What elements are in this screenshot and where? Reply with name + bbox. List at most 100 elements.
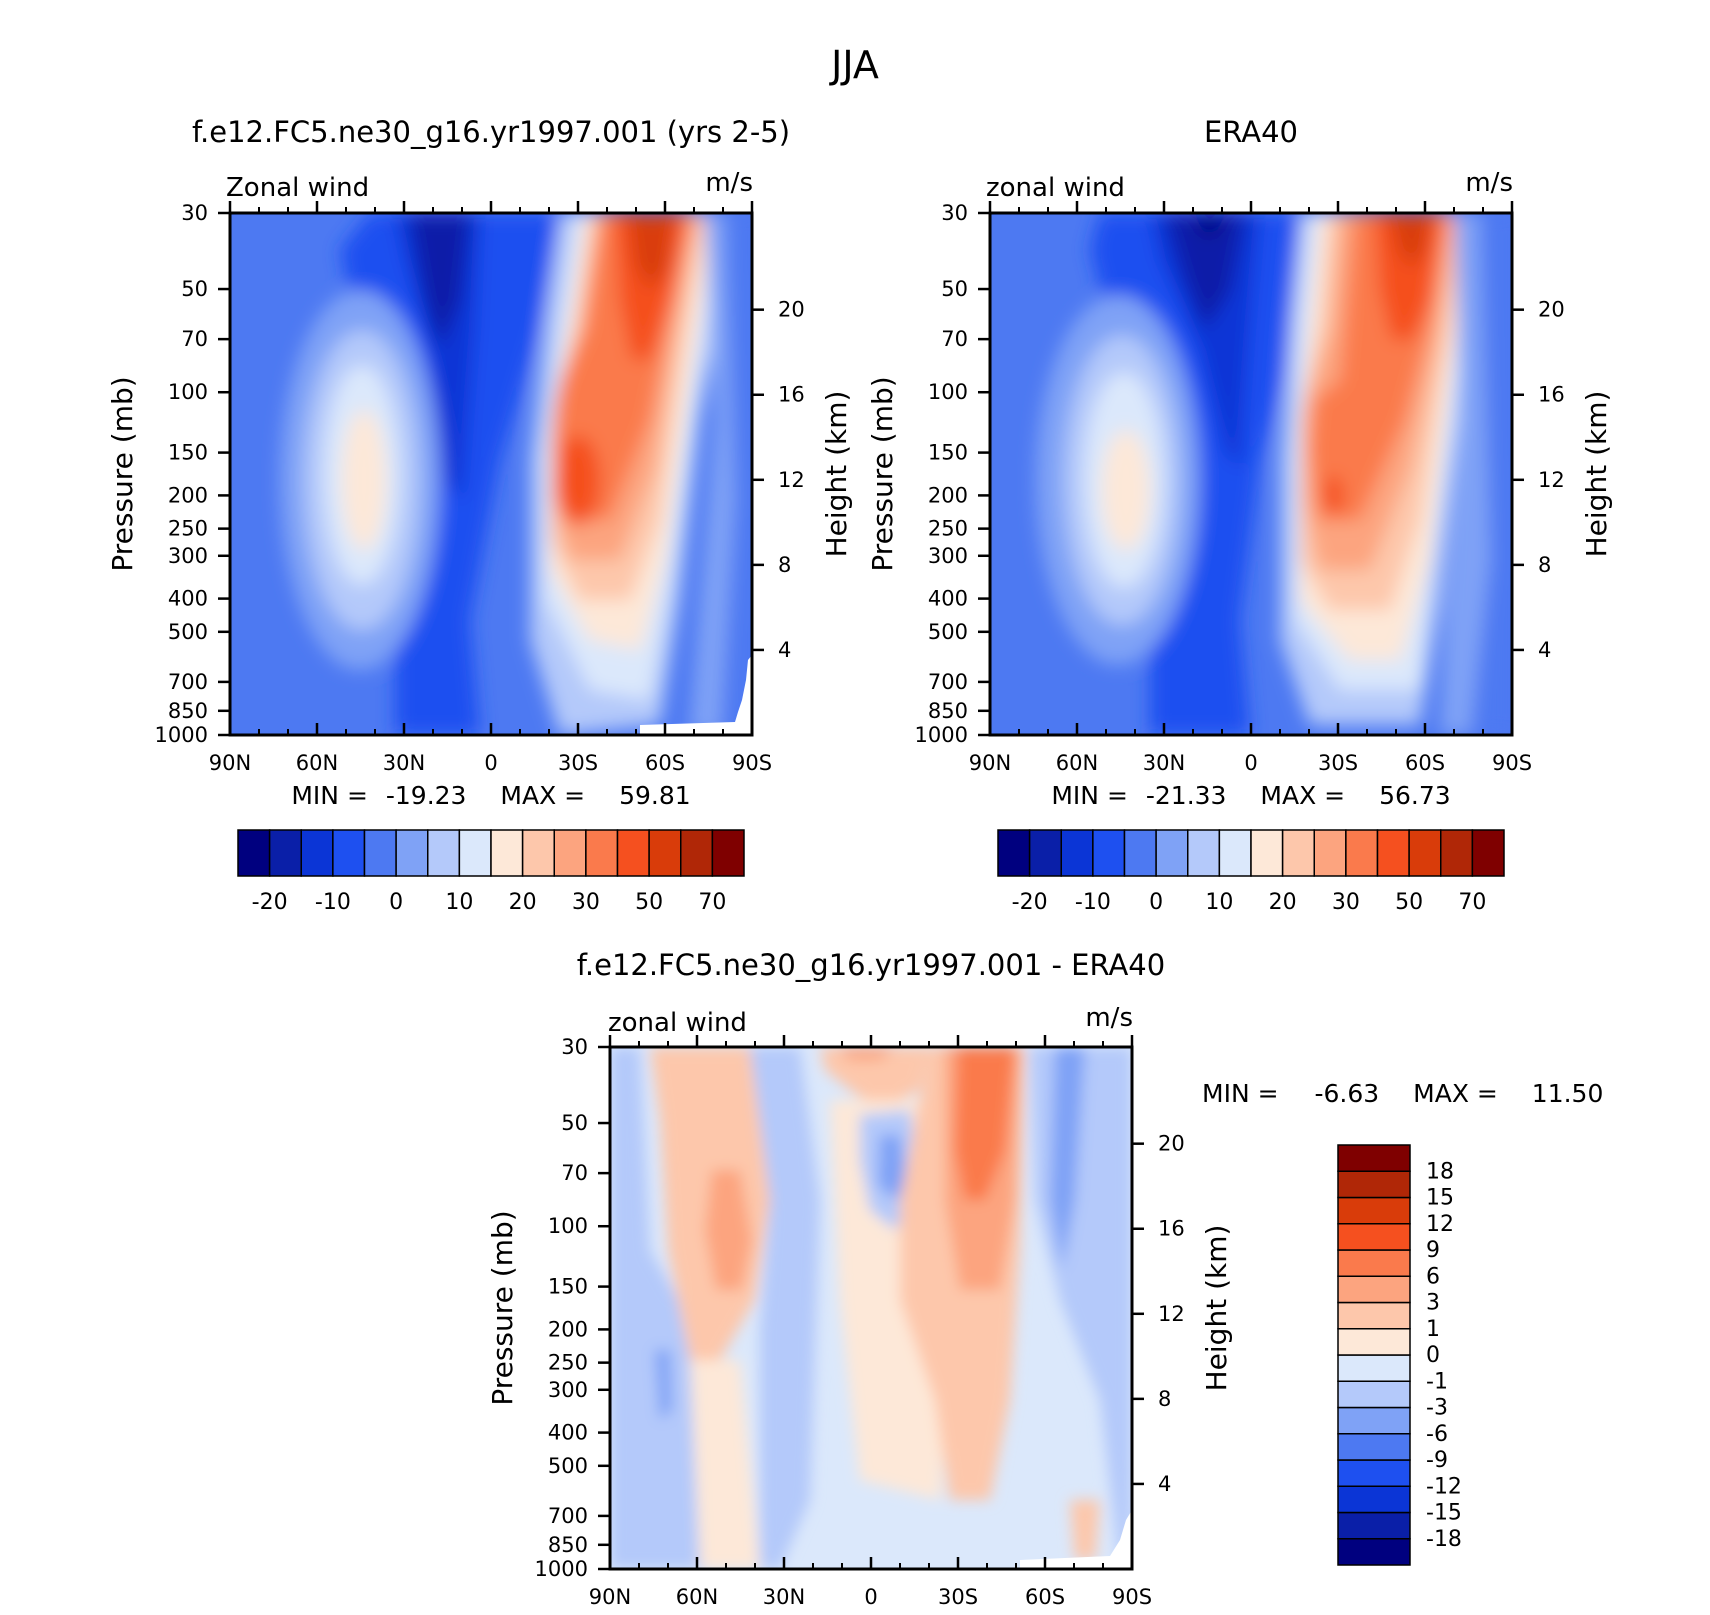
panel-diff-field: [610, 1047, 1132, 1569]
colorbar-label: -1: [1426, 1369, 1448, 1394]
y-tick-label: 100: [168, 380, 208, 404]
diff-tropical-negative: [750, 1047, 820, 1569]
colorbar-box: [1337, 1354, 1411, 1382]
y-tick-label: 700: [548, 1504, 588, 1528]
y-tick-label: 30: [181, 201, 208, 225]
model-easterly-core: [410, 213, 470, 350]
x-tick-label: 60N: [1056, 751, 1098, 775]
colorbar-box: [1337, 1511, 1411, 1540]
panel-model-variable-label: Zonal wind: [226, 173, 369, 203]
colorbar-box: [521, 829, 555, 877]
colorbar-label: 70: [698, 890, 726, 915]
y-tick-label: 500: [548, 1454, 588, 1478]
colorbar-label: 50: [1395, 890, 1423, 915]
y-tick-label: 100: [928, 380, 968, 404]
panel-obs-minmax: MIN = -21.33 MAX = 56.73: [1051, 781, 1450, 810]
colorbar-box: [1376, 829, 1410, 877]
panel-model-min-value: -19.23: [386, 781, 467, 810]
panel-obs-right-axis-title: Height (km): [1580, 391, 1613, 558]
panel-model-field: [230, 213, 752, 735]
panel-diff-right-axis-title: Height (km): [1200, 1225, 1233, 1392]
panel-model-max-value: 59.81: [619, 781, 691, 810]
obs-easterly-core: [1165, 213, 1245, 330]
colorbar-box: [427, 829, 461, 877]
y-tick-label: 30: [561, 1035, 588, 1059]
x-tick-label: 0: [484, 751, 497, 775]
obs-westerly-weak-core: [1102, 430, 1150, 550]
panel-obs-variable-label: zonal wind: [986, 173, 1125, 203]
panel-model-title: f.e12.FC5.ne30_g16.yr1997.001 (yrs 2-5): [192, 115, 790, 149]
x-tick-label: 60S: [1405, 751, 1445, 775]
right-tick-label: 20: [1538, 298, 1565, 322]
y-tick-label: 850: [548, 1533, 588, 1557]
y-tick-label: 250: [548, 1351, 588, 1375]
obs-easterly-max: [1195, 213, 1225, 238]
obs-jet-upper-max: [1390, 213, 1432, 268]
panel-diff-variable-label: zonal wind: [608, 1008, 747, 1038]
x-tick-label: 30S: [1318, 751, 1358, 775]
panel-diff-title: f.e12.FC5.ne30_g16.yr1997.001 - ERA40: [577, 948, 1165, 982]
colorbar-box: [1337, 1406, 1411, 1435]
panel-model-y-axis-title: Pressure (mb): [106, 376, 139, 571]
right-tick-label: 16: [1538, 383, 1565, 407]
x-tick-label: 90N: [589, 1585, 631, 1609]
x-tick-label: 30S: [558, 751, 598, 775]
colorbar-box: [1337, 1196, 1411, 1225]
x-tick-label: 60S: [645, 751, 685, 775]
y-tick-label: 30: [941, 201, 968, 225]
x-tick-label: 60N: [676, 1585, 718, 1609]
y-tick-label: 200: [928, 483, 968, 507]
y-tick-label: 700: [168, 670, 208, 694]
y-tick-label: 70: [181, 327, 208, 351]
x-tick-label: 30N: [1143, 751, 1185, 775]
x-tick-label: 30S: [938, 1585, 978, 1609]
diff-sh-positive-core: [955, 1047, 1015, 1200]
diff-upper-positive: [820, 1047, 930, 1110]
right-tick-label: 20: [1158, 1132, 1185, 1156]
colorbar-label: 10: [1205, 890, 1233, 915]
panel-diff-minmax: MIN = -6.63 MAX = 11.50: [1202, 1079, 1603, 1108]
colorbar-box: [363, 829, 397, 877]
diff-upper-positive-core: [838, 1047, 895, 1060]
y-tick-label: 50: [181, 277, 208, 301]
colorbar-box: [1155, 829, 1189, 877]
colorbar-box: [1123, 829, 1157, 877]
panel-diff-min-value: -6.63: [1315, 1079, 1380, 1108]
colorbar-box: [1337, 1144, 1411, 1172]
colorbar-box: [1345, 829, 1379, 877]
colorbar-label: -15: [1426, 1501, 1462, 1526]
colorbar-label: 30: [572, 890, 600, 915]
y-tick-label: 150: [548, 1275, 588, 1299]
right-tick-label: 16: [778, 383, 805, 407]
y-tick-label: 1000: [915, 723, 968, 747]
colorbar-box: [332, 829, 366, 877]
x-tick-label: 90N: [209, 751, 251, 775]
right-tick-label: 8: [1538, 553, 1551, 577]
panel-obs-min-label: MIN =: [1051, 781, 1128, 810]
colorbar-box: [680, 829, 714, 877]
panel-obs-axes: 90N 60N 30N 0 30S 60S 90S 30 50 70 100 150 200 250 300…: [915, 201, 1565, 775]
colorbar-label: 12: [1426, 1212, 1454, 1237]
y-tick-label: 70: [941, 327, 968, 351]
right-tick-label: 8: [778, 553, 791, 577]
colorbar-box: [648, 829, 682, 877]
colorbar-box: [1337, 1249, 1411, 1277]
panel-obs-max-label: MAX =: [1260, 781, 1345, 810]
colorbar-label: 0: [1426, 1343, 1440, 1368]
colorbar-label: 18: [1426, 1159, 1454, 1184]
colorbar-box: [237, 829, 271, 877]
colorbar-label: 0: [389, 890, 403, 915]
y-tick-label: 500: [168, 620, 208, 644]
panel-diff: f.e12.FC5.ne30_g16.yr1997.001 - ERA40 zo…: [486, 948, 1603, 1609]
colorbar-box: [1337, 1223, 1411, 1251]
diff-polar-negative-core: [1050, 1047, 1085, 1270]
y-tick-label: 250: [928, 517, 968, 541]
colorbar-box: [1471, 829, 1505, 877]
colorbar-box: [1337, 1301, 1411, 1330]
panel-diff-max-label: MAX =: [1413, 1079, 1498, 1108]
colorbar-label: 3: [1426, 1291, 1440, 1316]
colorbar-box: [1337, 1380, 1411, 1409]
right-tick-label: 12: [778, 468, 805, 492]
x-tick-label: 0: [864, 1585, 877, 1609]
